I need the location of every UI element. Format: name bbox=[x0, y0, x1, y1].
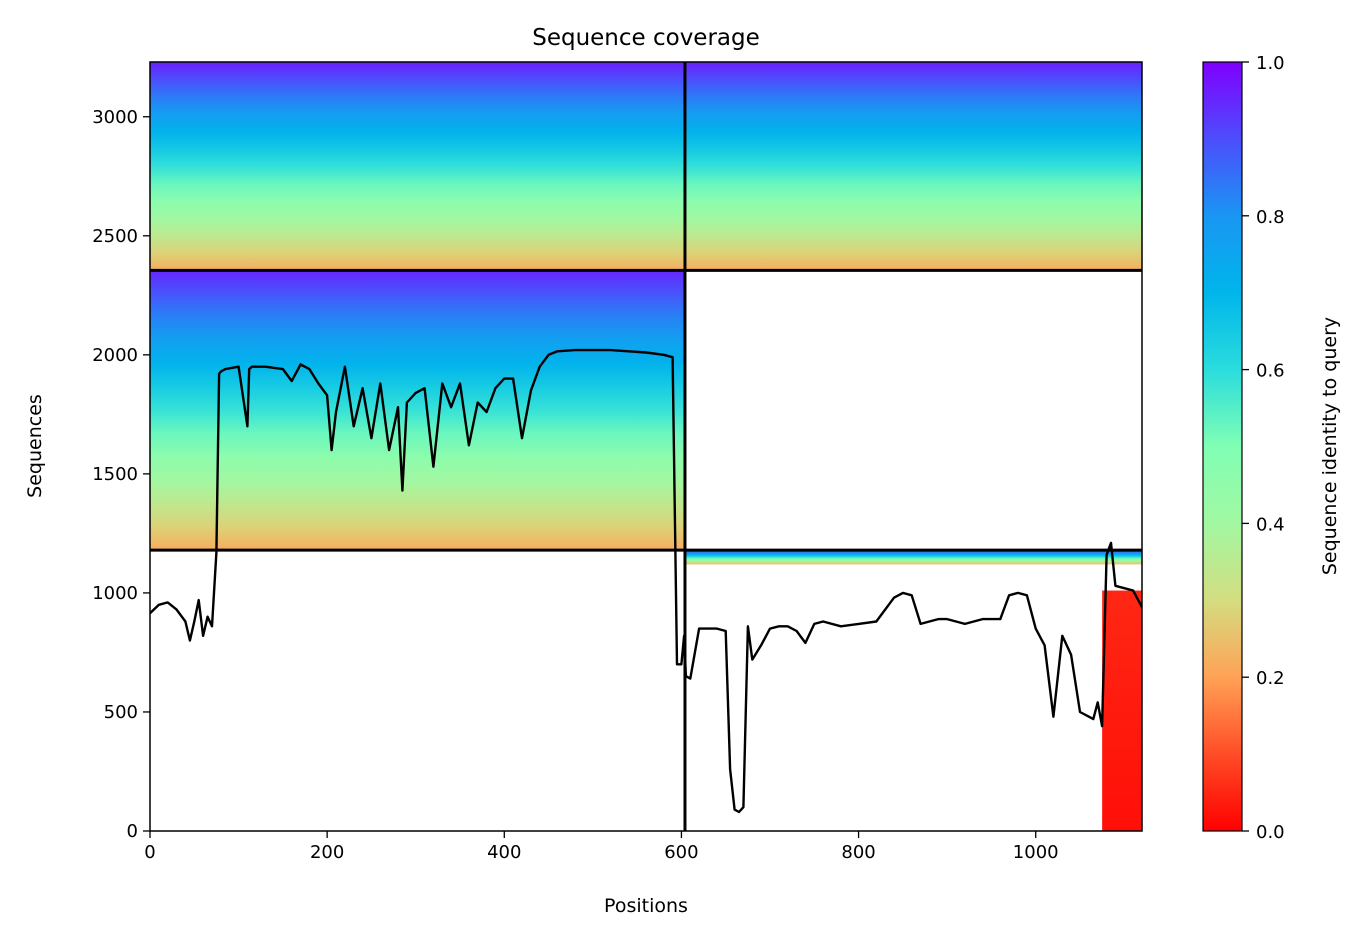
colorbar-tick-label: 0.4 bbox=[1256, 514, 1285, 535]
x-axis-label: Positions bbox=[604, 895, 688, 917]
coverage-block bbox=[150, 62, 685, 271]
plot-frame bbox=[149, 61, 1143, 832]
y-tick-label: 3000 bbox=[92, 107, 138, 128]
coverage-block bbox=[1102, 590, 1142, 831]
colorbar-tick-label: 0.6 bbox=[1256, 361, 1285, 382]
y-tick-label: 2000 bbox=[92, 345, 138, 366]
y-tick-label: 1500 bbox=[92, 464, 138, 485]
y-axis-label: Sequences bbox=[24, 394, 46, 498]
coverage-block bbox=[684, 62, 1142, 271]
block-dividers bbox=[150, 62, 1142, 831]
coverage-block bbox=[150, 270, 685, 551]
coverage-line bbox=[150, 348, 1142, 814]
coverage-blocks bbox=[150, 62, 1142, 831]
colorbar-tick-label: 0.0 bbox=[1256, 822, 1285, 843]
y-tick-label: 0 bbox=[127, 821, 138, 842]
colorbar bbox=[1202, 61, 1243, 832]
x-tick-label: 600 bbox=[664, 842, 698, 863]
coverage-line-group bbox=[150, 348, 1142, 814]
x-tick-label: 1000 bbox=[1013, 842, 1059, 863]
chart-title: Sequence coverage bbox=[532, 25, 760, 51]
y-tick-label: 500 bbox=[104, 702, 138, 723]
x-tick-label: 0 bbox=[144, 842, 155, 863]
x-tick-label: 400 bbox=[487, 842, 521, 863]
colorbar-tick-label: 0.2 bbox=[1256, 668, 1285, 689]
y-tick-label: 2500 bbox=[92, 226, 138, 247]
y-axis-ticks: 0 500 1000 1500 2000 2500 3000 bbox=[92, 107, 150, 842]
colorbar-tick-label: 1.0 bbox=[1256, 53, 1285, 74]
colorbar-label: Sequence identity to query bbox=[1319, 317, 1341, 575]
colorbar-tick-label: 0.8 bbox=[1256, 207, 1285, 228]
y-tick-label: 1000 bbox=[92, 583, 138, 604]
x-tick-label: 800 bbox=[841, 842, 875, 863]
x-tick-label: 200 bbox=[310, 842, 344, 863]
colorbar-ticks: 0.0 0.2 0.4 0.6 0.8 1.0 bbox=[1242, 53, 1285, 843]
coverage-block bbox=[684, 550, 1142, 565]
x-axis-ticks: 0 200 400 600 800 1000 bbox=[144, 831, 1059, 863]
